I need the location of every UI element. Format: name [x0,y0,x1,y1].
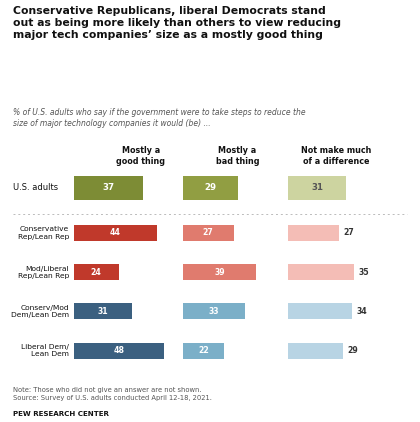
Bar [288,343,343,359]
Bar [183,343,224,359]
Bar [74,343,164,359]
Bar [183,225,234,241]
Text: U.S. adults: U.S. adults [13,183,58,192]
Text: 33: 33 [209,307,219,316]
Bar [288,303,352,319]
Bar [183,264,257,280]
Text: 39: 39 [214,268,225,277]
Bar [288,176,346,200]
Bar [183,303,245,319]
Text: Liberal Dem/
Lean Dem: Liberal Dem/ Lean Dem [21,344,69,357]
Text: 44: 44 [110,228,121,238]
Bar [183,176,238,200]
Text: 27: 27 [203,228,214,238]
Bar [288,225,339,241]
Text: Mod/Liberal
Rep/Lean Rep: Mod/Liberal Rep/Lean Rep [18,265,69,279]
Text: Mostly a
good thing: Mostly a good thing [116,146,165,166]
Text: 37: 37 [102,183,115,192]
Text: Mostly a
bad thing: Mostly a bad thing [215,146,259,166]
Text: Not make much
of a difference: Not make much of a difference [301,146,371,166]
Bar [288,264,354,280]
Text: 31: 31 [311,183,323,192]
Text: % of U.S. adults who say if the government were to take steps to reduce the
size: % of U.S. adults who say if the governme… [13,108,305,128]
Text: 35: 35 [359,268,370,277]
Text: 31: 31 [97,307,108,316]
Text: Note: Those who did not give an answer are not shown.
Source: Survey of U.S. adu: Note: Those who did not give an answer a… [13,387,212,401]
Text: 24: 24 [91,268,102,277]
Text: 27: 27 [344,228,354,238]
Bar [74,303,132,319]
Text: 29: 29 [204,183,216,192]
Text: Conserv/Mod
Dem/Lean Dem: Conserv/Mod Dem/Lean Dem [11,305,69,318]
Text: PEW RESEARCH CENTER: PEW RESEARCH CENTER [13,411,108,417]
Bar [74,176,144,200]
Text: 29: 29 [348,346,358,355]
Text: Conservative
Rep/Lean Rep: Conservative Rep/Lean Rep [18,226,69,240]
Bar [74,264,119,280]
Bar [74,225,157,241]
Text: 48: 48 [113,346,124,355]
Text: Conservative Republicans, liberal Democrats stand
out as being more likely than : Conservative Republicans, liberal Democr… [13,6,341,41]
Text: 34: 34 [357,307,368,316]
Text: 22: 22 [198,346,209,355]
